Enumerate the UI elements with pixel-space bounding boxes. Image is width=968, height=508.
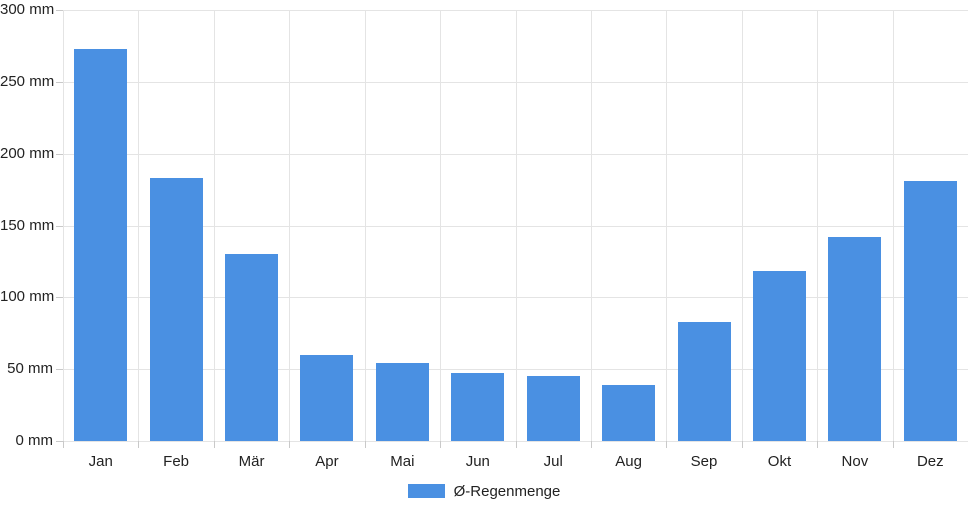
x-axis-label-nov: Nov [841, 453, 869, 470]
y-axis-tick [56, 153, 63, 155]
x-axis-label-aug: Aug [615, 453, 642, 470]
y-axis-tick-label: 50 mm [7, 360, 53, 378]
x-axis-tick [515, 441, 517, 448]
x-axis-tick [213, 441, 215, 448]
gridline-vertical [289, 10, 291, 441]
bar-jul[interactable] [526, 376, 580, 441]
gridline-vertical [440, 10, 442, 441]
x-axis-label-okt: Okt [767, 453, 792, 470]
gridline-vertical [590, 10, 592, 441]
y-axis-tick-label: 300 mm [0, 1, 55, 18]
legend-swatch [407, 484, 445, 498]
y-axis-tick [56, 225, 63, 227]
bar-aug[interactable] [602, 384, 656, 441]
bar-apr[interactable] [300, 354, 354, 441]
x-axis-label-dez: Dez [916, 453, 944, 470]
y-axis-tick-label: 150 mm [0, 216, 55, 234]
x-axis-tick [440, 441, 442, 448]
bar-mai[interactable] [375, 363, 429, 441]
x-axis-tick [892, 441, 894, 448]
bar-okt[interactable] [752, 271, 806, 441]
x-axis-label-jan: Jan [88, 453, 113, 470]
gridline-vertical [213, 10, 215, 441]
x-axis-tick [741, 441, 743, 448]
y-axis-tick-label: 250 mm [0, 72, 55, 90]
bar-nov[interactable] [828, 236, 882, 441]
y-axis-tick [56, 369, 63, 371]
bar-jan[interactable] [74, 48, 128, 441]
bar-dez[interactable] [903, 180, 957, 441]
gridline-vertical [364, 10, 366, 441]
gridline-vertical [515, 10, 517, 441]
bar-maer[interactable] [225, 254, 279, 441]
bar-feb[interactable] [149, 178, 203, 441]
gridline-vertical [138, 10, 140, 441]
y-axis-tick-label: 100 mm [0, 288, 55, 306]
x-axis-label-mai: Mai [390, 453, 415, 470]
x-axis-label-jul: Jul [543, 453, 563, 470]
x-axis-tick [666, 441, 668, 448]
x-axis-tick [364, 441, 366, 448]
x-axis-tick [289, 441, 291, 448]
x-axis-label-feb: Feb [163, 453, 190, 470]
gridline-vertical [63, 10, 64, 441]
x-axis-label-sep: Sep [690, 453, 718, 470]
x-axis-tick [63, 441, 64, 448]
y-axis-tick [56, 441, 63, 442]
x-axis-tick [138, 441, 140, 448]
x-axis-label-apr: Apr [315, 453, 339, 470]
x-axis-tick [817, 441, 819, 448]
bar-jun[interactable] [451, 373, 505, 441]
y-axis-tick-label: 0 mm [15, 432, 54, 449]
y-axis-tick [56, 10, 63, 11]
gridline-vertical [817, 10, 819, 441]
x-axis-label-maer: Mär [238, 453, 265, 470]
gridline-vertical [741, 10, 743, 441]
y-axis-tick [56, 81, 63, 83]
y-axis-tick [56, 297, 63, 299]
gridline-vertical [666, 10, 668, 441]
y-axis-tick-label: 200 mm [0, 144, 55, 162]
bar-sep[interactable] [677, 321, 731, 441]
legend[interactable]: Ø-Regenmenge [0, 481, 968, 501]
gridline-vertical [892, 10, 894, 441]
x-axis-tick [590, 441, 592, 448]
legend-label: Ø-Regenmenge [453, 482, 561, 500]
x-axis-label-jun: Jun [465, 453, 490, 470]
